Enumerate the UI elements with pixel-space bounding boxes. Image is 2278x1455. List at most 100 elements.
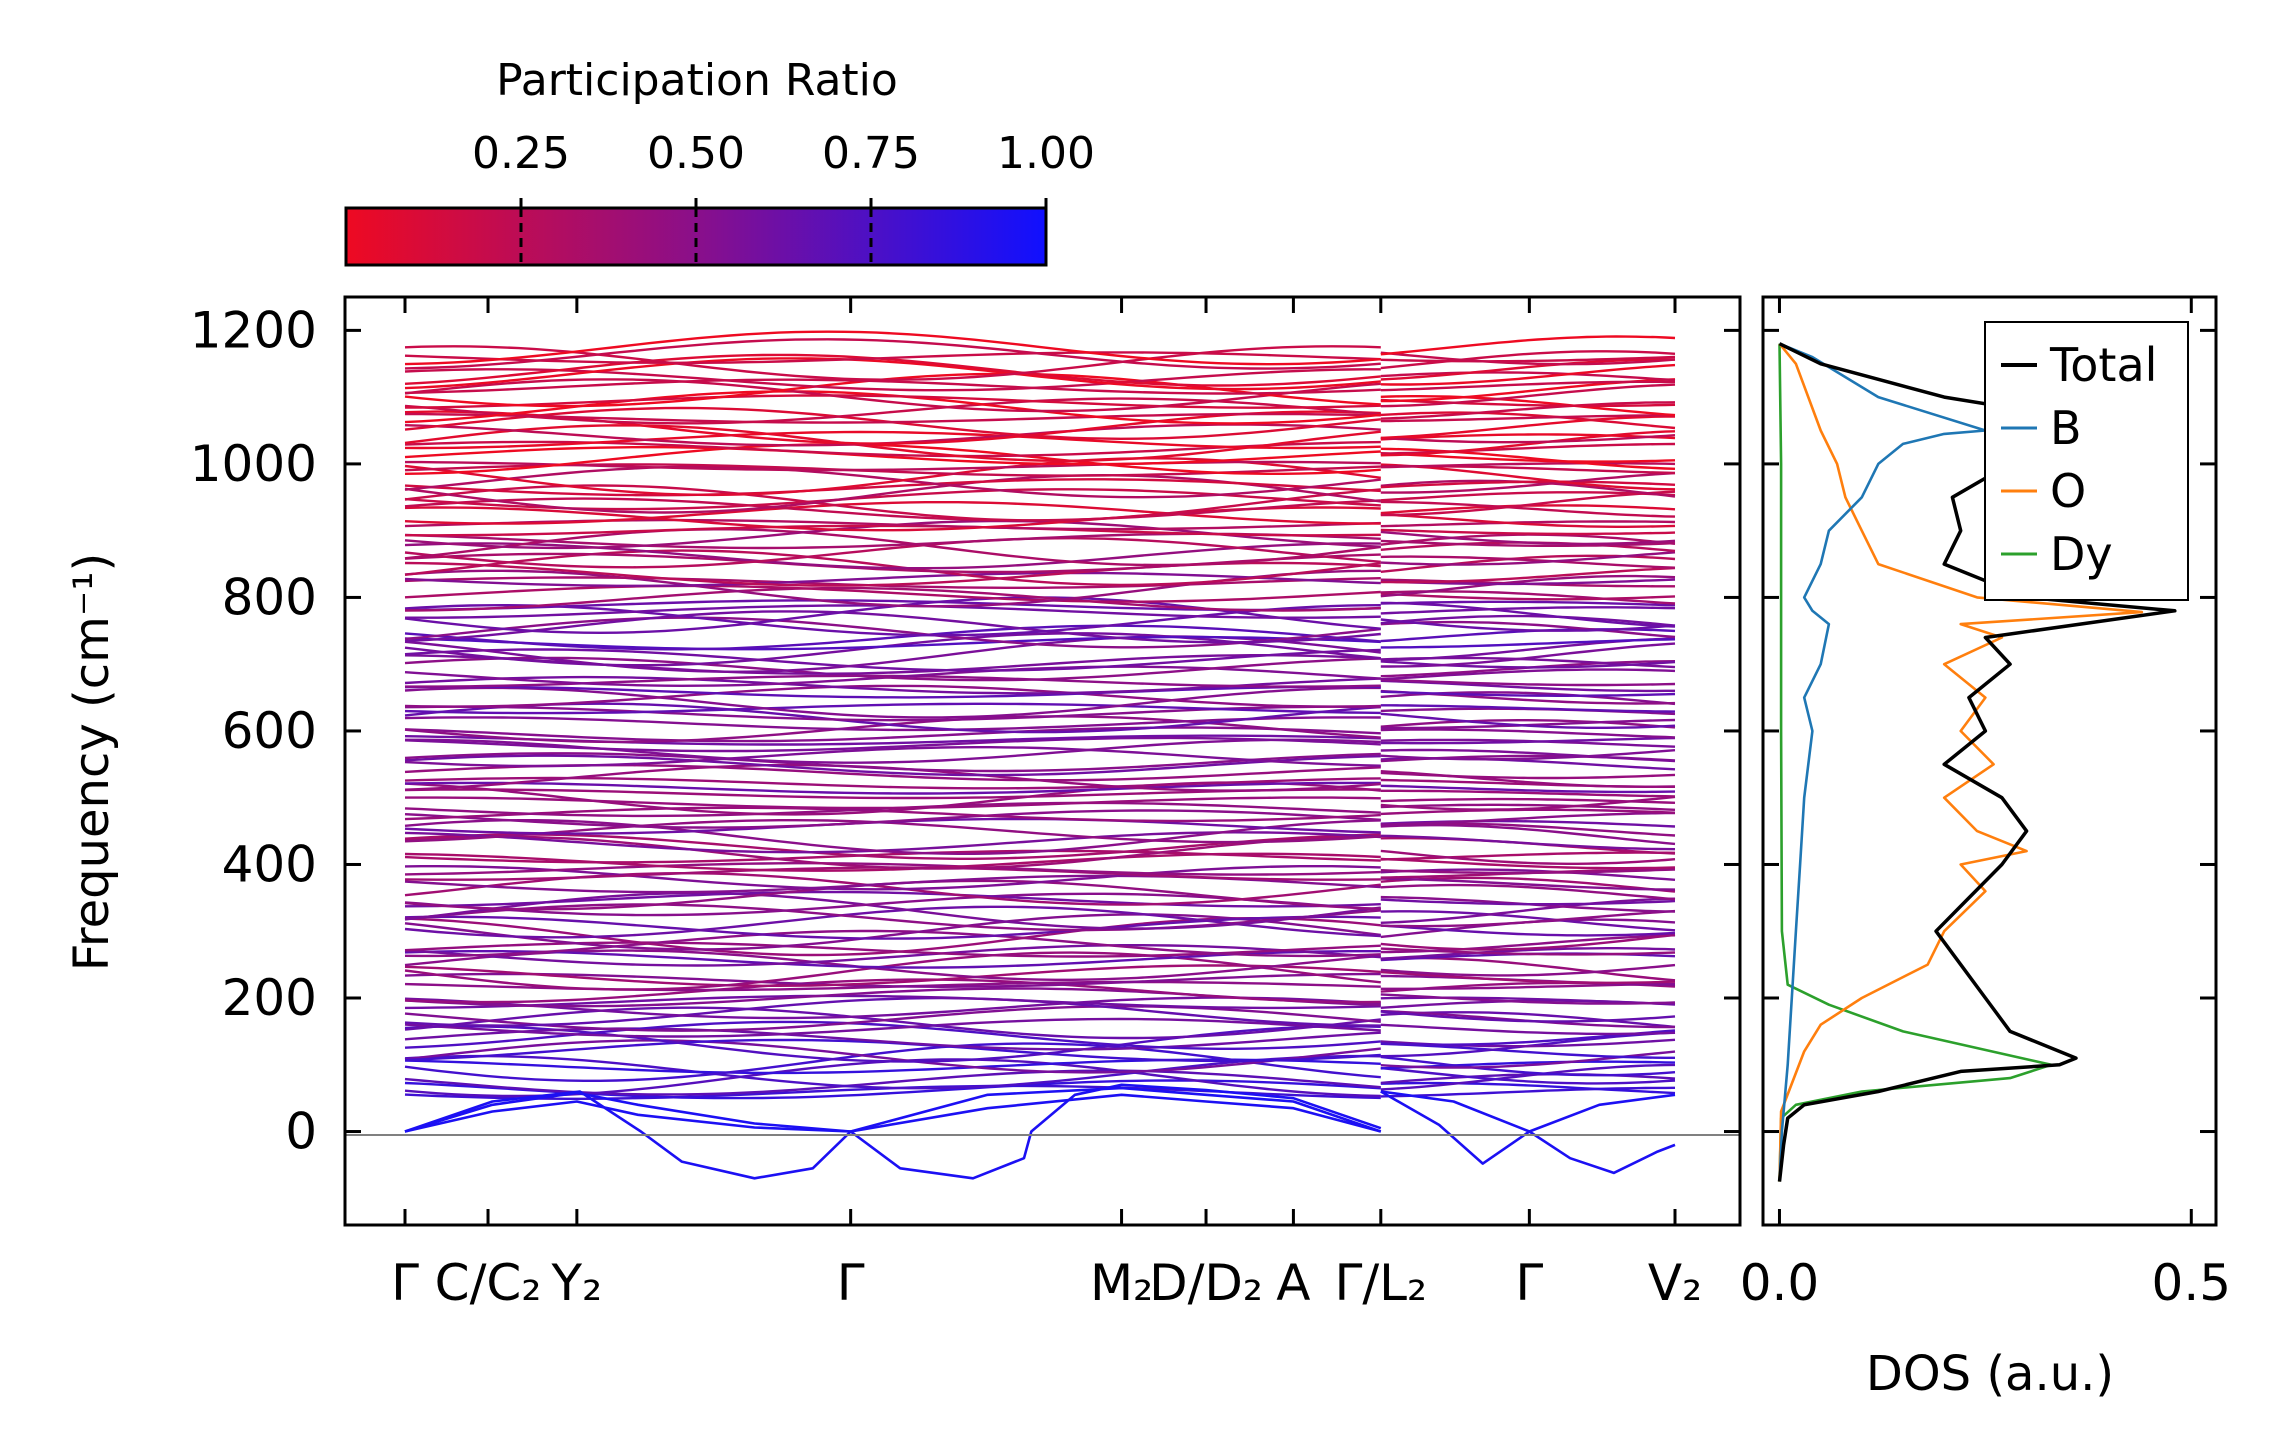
band-line [1380,358,1675,381]
x-tick-label: Γ [391,1254,419,1312]
band-line [1380,551,1676,566]
colorbar-tick-label: 0.50 [647,128,745,179]
band-line [404,648,1381,672]
band-line [404,916,1381,957]
legend-items: Total BO Dy [2001,338,2157,581]
band-line [404,913,1381,951]
band-line [1380,363,1676,386]
legend-label-b: B [2050,401,2082,455]
band-line [1380,463,1676,491]
band-line [1380,947,1676,960]
band-line [404,915,1381,940]
band-line [1380,719,1676,729]
band-line [1380,447,1676,470]
band-line [1380,471,1676,494]
band-line [1380,1010,1676,1023]
band-line [404,378,1381,395]
band-line [404,497,1381,522]
band-line [404,357,1381,391]
dos-series-b [1778,342,1987,1182]
band-line [404,542,1381,570]
band-line [404,716,1381,732]
band-line [404,865,1381,891]
y-tick-label: 600 [222,702,317,760]
band-line [1380,1081,1676,1095]
band-line [1380,618,1676,632]
band-line [1380,335,1676,356]
band-line [404,951,1381,991]
x-tick-label: A [1276,1254,1310,1312]
band-line [1380,898,1676,906]
band-line [1380,748,1676,763]
band-line [404,862,1381,876]
band-line [404,978,1381,1004]
band-line [1380,771,1676,780]
colorbar-ticks: 0.25 0.50 0.75 1.00 [472,128,1095,265]
band-line [404,424,1381,462]
band-line [404,624,1381,651]
band-line [404,996,1381,1027]
band-line [1380,380,1675,392]
band-line [404,1005,1381,1032]
band-line [404,576,1381,589]
band-line [404,849,1381,864]
acoustic-4 [1380,1090,1676,1175]
y-tick-label: 400 [222,835,317,893]
band-line [1380,849,1676,865]
dos-curves [1777,342,2177,1182]
colorbar: Participation Ratio 0.25 0.50 0.75 1.00 [344,55,1095,267]
band-line [405,738,1381,764]
band-line [1380,909,1676,928]
band-line [404,338,1381,370]
band-line [1380,728,1676,739]
band-line [1380,883,1676,901]
band-line [1380,704,1676,713]
band-line [404,686,1381,719]
band-line [404,478,1381,497]
band-line [404,353,1381,387]
x-tick-label: Y₂ [551,1254,603,1312]
dos-panel: 0.0 0.5 DOS (a.u.) Total BO Dy [1740,295,2232,1402]
band-line [404,702,1381,715]
band-line [1380,600,1676,607]
dos-axes-frame [1761,295,2218,1227]
y-tick-label: 200 [222,969,317,1027]
band-line [404,1017,1381,1038]
band-line [1380,824,1676,846]
band-line [1380,910,1676,932]
band-line [1380,491,1676,502]
band-line [1380,442,1676,455]
x-tick-label: V₂ [1648,1254,1702,1312]
band-line [1380,398,1676,408]
band-line [404,412,1381,424]
band-line [1380,868,1676,881]
band-line [1380,513,1676,528]
band-line [404,549,1381,587]
band-line [404,781,1381,795]
band-line [1380,757,1676,771]
band-line [1380,690,1676,697]
dos-x-tick-label: 0.5 [2152,1254,2232,1312]
band-line [1380,795,1676,811]
band-line [404,833,1381,860]
band-line [1380,530,1676,546]
band-line [1380,1063,1676,1091]
band-line [1380,851,1676,861]
band-line [1380,803,1676,811]
band-line [1380,351,1676,366]
band-line [404,465,1381,499]
dos-legend: Total BO Dy [1984,321,2189,601]
band-line [1380,555,1676,569]
band-line [404,964,1381,987]
band-line [404,586,1381,612]
band-axes-frame [343,295,1742,1227]
band-line [1380,371,1676,382]
band-line [1380,1066,1676,1085]
band-line [1380,620,1676,639]
band-line [404,394,1381,409]
band-line [1380,924,1676,937]
y-tick-label: 0 [285,1103,317,1161]
band-line [1380,993,1676,1005]
band-line [1380,430,1676,457]
dos-x-tick-label: 0.0 [1740,1254,1820,1312]
